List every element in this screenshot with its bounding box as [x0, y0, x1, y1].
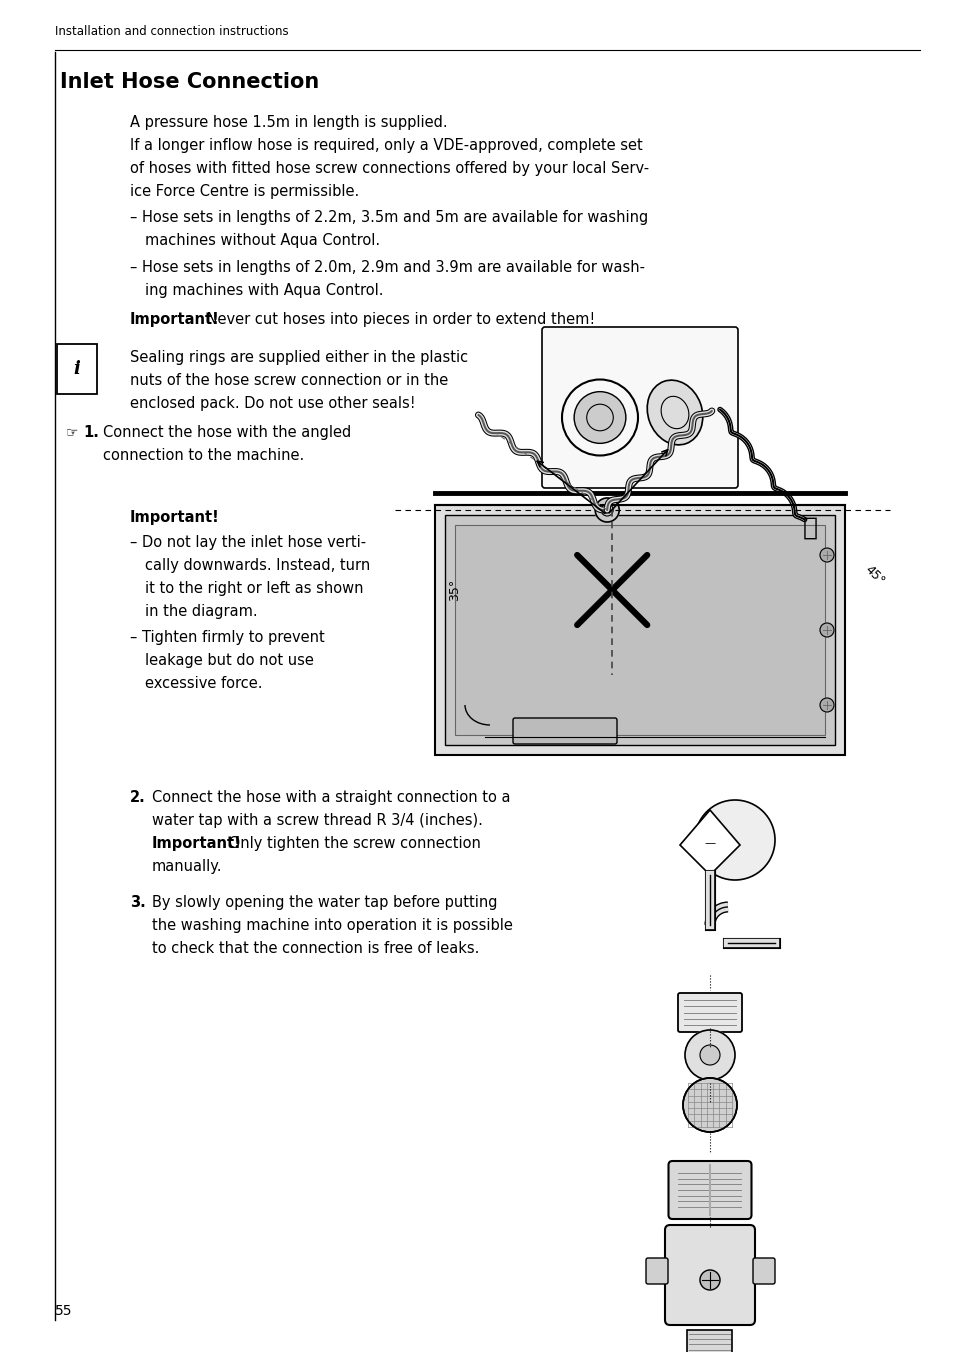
Bar	[455, 525, 824, 735]
Text: 45°: 45°	[862, 562, 886, 588]
Text: Connect the hose with the angled: Connect the hose with the angled	[103, 425, 351, 439]
Circle shape	[700, 1045, 720, 1065]
FancyBboxPatch shape	[57, 343, 97, 393]
Text: i: i	[73, 360, 80, 379]
Text: of hoses with fitted hose screw connections offered by your local Serv-: of hoses with fitted hose screw connecti…	[130, 161, 648, 176]
Text: Important!: Important!	[152, 836, 241, 850]
Text: – Hose sets in lengths of 2.0m, 2.9m and 3.9m are available for wash-: – Hose sets in lengths of 2.0m, 2.9m and…	[130, 260, 644, 274]
FancyBboxPatch shape	[687, 1330, 732, 1352]
Text: manually.: manually.	[152, 859, 222, 873]
Text: nuts of the hose screw connection or in the: nuts of the hose screw connection or in …	[130, 373, 448, 388]
Circle shape	[700, 1270, 720, 1290]
Bar	[435, 506, 844, 754]
Text: 3.: 3.	[130, 895, 146, 910]
FancyBboxPatch shape	[678, 992, 741, 1032]
Text: ice Force Centre is permissible.: ice Force Centre is permissible.	[130, 184, 359, 199]
Text: Important!: Important!	[130, 312, 219, 327]
Text: it to the right or left as shown: it to the right or left as shown	[145, 581, 363, 596]
Text: —: —	[703, 838, 715, 848]
Ellipse shape	[646, 380, 702, 445]
Text: 55: 55	[55, 1303, 72, 1318]
FancyBboxPatch shape	[541, 327, 738, 488]
Circle shape	[695, 800, 774, 880]
Text: the washing machine into operation it is possible: the washing machine into operation it is…	[152, 918, 513, 933]
Circle shape	[820, 698, 833, 713]
Text: ✊: ✊	[801, 515, 817, 539]
Circle shape	[595, 498, 618, 522]
Text: – Do not lay the inlet hose verti-: – Do not lay the inlet hose verti-	[130, 535, 366, 550]
FancyBboxPatch shape	[645, 1257, 667, 1284]
Text: Installation and connection instructions: Installation and connection instructions	[55, 24, 289, 38]
Circle shape	[574, 392, 625, 443]
Text: in the diagram.: in the diagram.	[145, 604, 257, 619]
Text: excessive force.: excessive force.	[145, 676, 262, 691]
Text: ☞: ☞	[66, 425, 78, 439]
Text: Connect the hose with a straight connection to a: Connect the hose with a straight connect…	[152, 790, 510, 804]
Text: to check that the connection is free of leaks.: to check that the connection is free of …	[152, 941, 478, 956]
Text: By slowly opening the water tap before putting: By slowly opening the water tap before p…	[152, 895, 497, 910]
Text: Inlet Hose Connection: Inlet Hose Connection	[60, 72, 319, 92]
Text: 2.: 2.	[130, 790, 146, 804]
Bar	[444, 515, 834, 745]
FancyBboxPatch shape	[668, 1161, 751, 1220]
Circle shape	[682, 1078, 737, 1132]
Text: Never cut hoses into pieces in order to extend them!: Never cut hoses into pieces in order to …	[202, 312, 595, 327]
Text: – Hose sets in lengths of 2.2m, 3.5m and 5m are available for washing: – Hose sets in lengths of 2.2m, 3.5m and…	[130, 210, 648, 224]
Text: Only tighten the screw connection: Only tighten the screw connection	[224, 836, 480, 850]
Text: 35°: 35°	[448, 579, 461, 602]
Text: Important!: Important!	[130, 510, 219, 525]
Text: connection to the machine.: connection to the machine.	[103, 448, 304, 462]
Text: Sealing rings are supplied either in the plastic: Sealing rings are supplied either in the…	[130, 350, 468, 365]
Circle shape	[684, 1030, 734, 1080]
FancyBboxPatch shape	[664, 1225, 754, 1325]
Text: cally downwards. Instead, turn: cally downwards. Instead, turn	[145, 558, 370, 573]
Text: If a longer inflow hose is required, only a VDE-approved, complete set: If a longer inflow hose is required, onl…	[130, 138, 642, 153]
Text: ing machines with Aqua Control.: ing machines with Aqua Control.	[145, 283, 383, 297]
Text: – Tighten firmly to prevent: – Tighten firmly to prevent	[130, 630, 324, 645]
Circle shape	[820, 623, 833, 637]
Text: enclosed pack. Do not use other seals!: enclosed pack. Do not use other seals!	[130, 396, 416, 411]
Text: leakage but do not use: leakage but do not use	[145, 653, 314, 668]
Text: machines without Aqua Control.: machines without Aqua Control.	[145, 233, 379, 247]
Text: A pressure hose 1.5m in length is supplied.: A pressure hose 1.5m in length is suppli…	[130, 115, 447, 130]
Text: water tap with a screw thread R 3/4 (inches).: water tap with a screw thread R 3/4 (inc…	[152, 813, 482, 827]
Polygon shape	[679, 810, 740, 875]
FancyBboxPatch shape	[752, 1257, 774, 1284]
Circle shape	[820, 548, 833, 562]
Text: 1.: 1.	[83, 425, 99, 439]
FancyBboxPatch shape	[513, 718, 617, 744]
